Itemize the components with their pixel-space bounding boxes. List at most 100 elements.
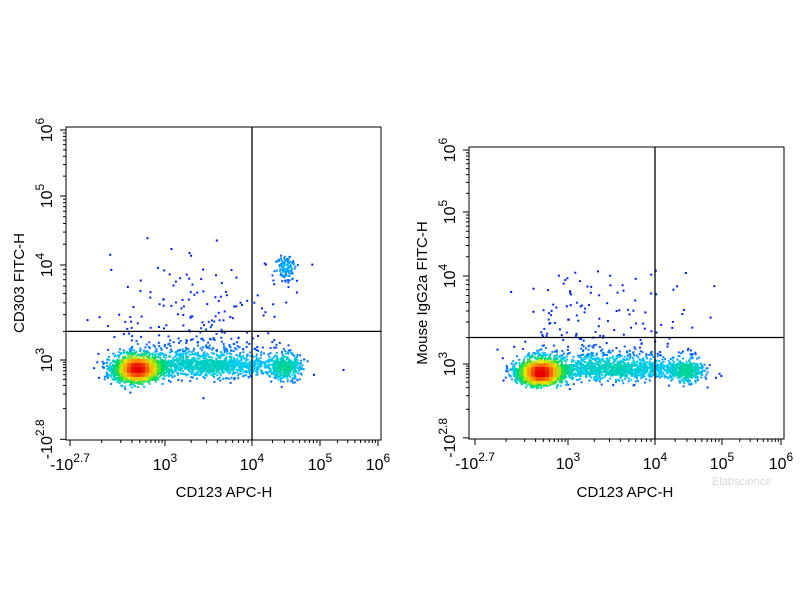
event-point <box>113 373 116 376</box>
event-point <box>225 364 228 367</box>
event-point <box>167 362 170 364</box>
event-point <box>200 359 203 362</box>
event-point <box>294 356 297 359</box>
event-point <box>222 361 225 363</box>
event-point <box>677 351 680 354</box>
event-point <box>575 332 578 335</box>
event-point <box>284 272 287 275</box>
event-point <box>569 291 572 294</box>
event-point <box>167 368 170 371</box>
event-point <box>203 369 206 372</box>
event-point <box>198 357 201 360</box>
event-point <box>182 324 185 327</box>
event-point <box>245 359 247 362</box>
event-point <box>290 268 293 271</box>
event-point <box>180 360 183 363</box>
event-point <box>225 356 228 359</box>
event-point <box>238 361 241 364</box>
event-point <box>547 318 550 321</box>
event-point <box>123 368 126 371</box>
event-point <box>223 310 226 313</box>
event-point <box>117 376 120 379</box>
event-point <box>229 316 232 318</box>
event-point <box>267 332 270 335</box>
event-point <box>203 324 205 327</box>
event-point <box>220 360 223 363</box>
event-point <box>249 375 252 378</box>
event-point <box>215 239 218 242</box>
event-point <box>117 356 120 359</box>
event-point <box>287 344 290 347</box>
event-point <box>104 375 107 378</box>
event-point <box>210 366 213 369</box>
event-point <box>162 365 164 368</box>
event-point <box>145 359 148 362</box>
event-point <box>115 370 118 373</box>
event-point <box>291 261 294 264</box>
event-point <box>126 285 129 288</box>
event-point <box>720 375 723 377</box>
event-point <box>279 380 282 383</box>
event-point <box>205 360 208 363</box>
event-point <box>153 364 156 367</box>
event-point <box>283 274 286 277</box>
event-point <box>660 323 663 326</box>
event-point <box>252 369 255 372</box>
event-point <box>278 374 281 377</box>
event-point <box>145 355 148 358</box>
event-point <box>286 365 289 368</box>
event-point <box>294 375 296 378</box>
event-point <box>132 377 135 380</box>
event-point <box>212 363 215 366</box>
event-point <box>162 353 165 355</box>
event-point <box>200 372 203 375</box>
event-point <box>569 290 571 293</box>
event-point <box>581 343 584 346</box>
event-point <box>231 317 234 320</box>
event-point <box>281 352 284 355</box>
event-point <box>632 384 635 387</box>
event-point <box>297 367 300 370</box>
event-point <box>580 338 583 341</box>
event-point <box>127 363 130 366</box>
event-point <box>143 385 146 388</box>
event-point <box>279 358 282 361</box>
event-point <box>289 366 292 369</box>
event-point <box>190 367 193 370</box>
event-point <box>200 327 203 330</box>
event-point <box>277 360 280 363</box>
event-point <box>237 363 240 366</box>
event-point <box>133 370 136 373</box>
event-point <box>138 372 140 375</box>
event-point <box>113 365 115 367</box>
event-point <box>119 360 122 363</box>
event-point <box>273 339 276 342</box>
event-point <box>124 387 127 390</box>
event-point <box>178 359 181 362</box>
event-point <box>158 368 160 371</box>
event-point <box>145 353 147 356</box>
event-point <box>112 363 114 366</box>
event-point <box>634 322 637 325</box>
event-point <box>274 366 277 369</box>
event-point <box>668 384 670 387</box>
event-point <box>655 375 658 378</box>
event-point <box>189 370 192 373</box>
event-point <box>135 340 138 343</box>
event-point <box>146 374 149 377</box>
event-point <box>296 279 298 282</box>
event-point <box>150 373 153 376</box>
event-point <box>147 381 150 383</box>
event-point <box>120 361 123 364</box>
event-point <box>703 369 706 372</box>
event-point <box>559 328 561 331</box>
event-point <box>179 355 182 358</box>
event-point <box>300 367 303 370</box>
event-point <box>139 350 141 353</box>
y-tick-label: 103 <box>33 347 56 372</box>
event-point <box>211 352 214 355</box>
event-point <box>149 296 152 299</box>
event-point <box>199 355 202 358</box>
event-point <box>124 368 127 371</box>
event-point <box>278 260 281 262</box>
